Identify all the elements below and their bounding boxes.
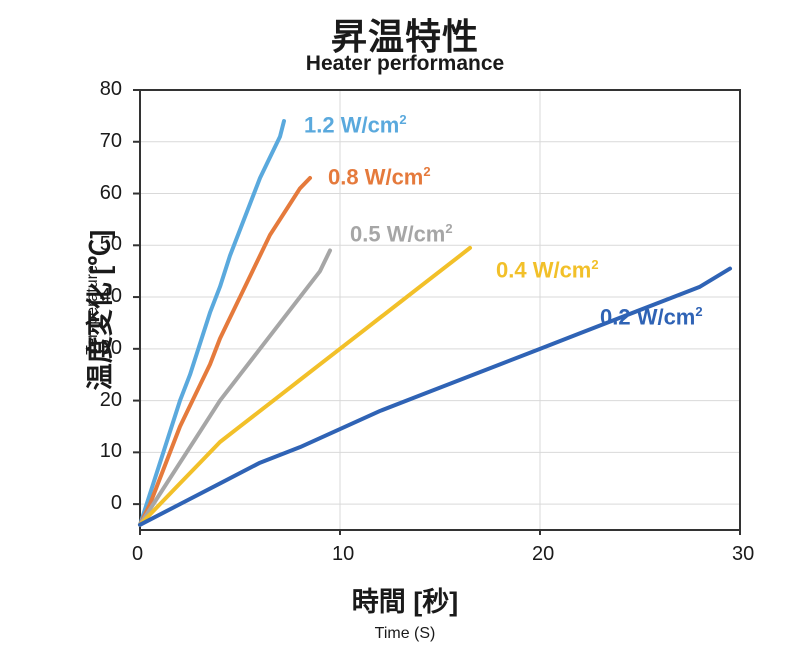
series-label: 0.2 W/cm2 xyxy=(600,304,703,330)
y-tick-label: 60 xyxy=(100,182,122,205)
x-tick-label: 0 xyxy=(132,543,143,566)
y-tick-label: 30 xyxy=(100,337,122,360)
y-tick-label: 40 xyxy=(100,285,122,308)
x-tick-label: 20 xyxy=(532,543,554,566)
x-tick-label: 30 xyxy=(732,543,754,566)
y-tick-label: 70 xyxy=(100,130,122,153)
series-label: 0.8 W/cm2 xyxy=(328,164,431,190)
x-tick-label: 10 xyxy=(332,543,354,566)
y-tick-label: 10 xyxy=(100,440,122,463)
chart-title-sub: Heater performance xyxy=(306,52,504,76)
y-tick-label: 50 xyxy=(100,233,122,256)
x-axis-label-main: 時間 [秒] xyxy=(352,580,458,619)
series-label: 0.4 W/cm2 xyxy=(496,257,599,283)
y-tick-label: 0 xyxy=(111,492,122,515)
series-label: 0.5 W/cm2 xyxy=(350,221,453,247)
y-tick-label: 80 xyxy=(100,78,122,101)
series-label: 1.2 W/cm2 xyxy=(304,112,407,138)
y-tick-label: 20 xyxy=(100,389,122,412)
heater-performance-chart: 昇温特性 Heater performance 温度変化 [℃] Tempera… xyxy=(0,0,810,665)
x-axis-label-sub: Time (S) xyxy=(375,625,436,643)
